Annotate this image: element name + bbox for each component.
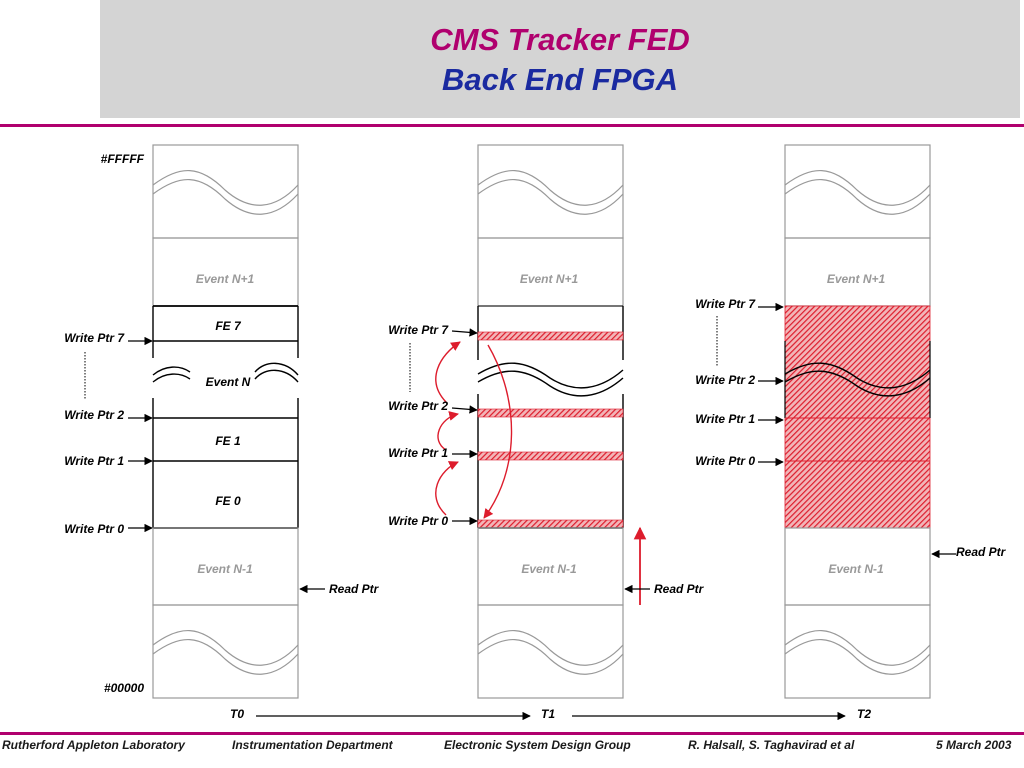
bottom-rule bbox=[0, 732, 1024, 735]
fe1-label: FE 1 bbox=[215, 434, 241, 448]
write-ptr-1-label: Write Ptr 1 bbox=[695, 412, 755, 426]
footer-group: Electronic System Design Group bbox=[444, 738, 631, 752]
timeline: T0 T1 T2 bbox=[230, 707, 871, 721]
write-ptr-7-label: Write Ptr 7 bbox=[64, 331, 125, 345]
panel-t1: Event N+1 Event N-1 Write Ptr 7 Write Pt… bbox=[388, 144, 705, 699]
time-label-t1: T1 bbox=[541, 707, 555, 721]
time-label-t2: T2 bbox=[857, 707, 871, 721]
write-ptr-1-label: Write Ptr 1 bbox=[64, 454, 124, 468]
event-filled-region bbox=[784, 305, 931, 529]
footer-lab: Rutherford Appleton Laboratory bbox=[2, 738, 185, 752]
fe7-label: FE 7 bbox=[215, 319, 242, 333]
memory-top-block bbox=[152, 144, 299, 239]
address-top-label: #FFFFF bbox=[101, 152, 145, 166]
panel-t0: Event N+1 FE 7 Event N FE 1 FE 0 Event N… bbox=[64, 144, 380, 699]
write-ptr-2-label: Write Ptr 2 bbox=[695, 373, 755, 387]
event-next-label: Event N+1 bbox=[520, 272, 579, 286]
event-current-label: Event N bbox=[206, 375, 251, 389]
event-prev-label: Event N-1 bbox=[197, 562, 253, 576]
fe7-slice bbox=[477, 331, 624, 341]
top-rule bbox=[0, 124, 1024, 127]
slide-subtitle: Back End FPGA bbox=[442, 62, 678, 97]
fe1-slice bbox=[477, 451, 624, 461]
footer-authors: R. Halsall, S. Taghavirad et al bbox=[688, 738, 855, 752]
slide-title: CMS Tracker FED bbox=[430, 22, 690, 57]
write-ptr-0-label: Write Ptr 0 bbox=[64, 522, 124, 536]
fe0-slice bbox=[477, 519, 624, 529]
read-ptr-label: Read Ptr bbox=[956, 545, 1007, 559]
panel-t2: Event N+1 Event N-1 Write Ptr 7 Write Pt… bbox=[695, 144, 1007, 699]
read-ptr-label: Read Ptr bbox=[654, 582, 705, 596]
write-ptr-2-label: Write Ptr 2 bbox=[64, 408, 124, 422]
write-ptr-7-label: Write Ptr 7 bbox=[695, 297, 756, 311]
break-wave bbox=[152, 170, 299, 206]
write-ptr-0-label: Write Ptr 0 bbox=[695, 454, 755, 468]
title-banner bbox=[100, 0, 1020, 118]
read-ptr-label: Read Ptr bbox=[329, 582, 380, 596]
footer-date: 5 March 2003 bbox=[936, 738, 1012, 752]
time-label-t0: T0 bbox=[230, 707, 244, 721]
write-ptr-0-label: Write Ptr 0 bbox=[388, 514, 448, 528]
fe0-label: FE 0 bbox=[215, 494, 241, 508]
address-bottom-label: #00000 bbox=[104, 681, 144, 695]
fe2-slice bbox=[477, 408, 624, 418]
footer-dept: Instrumentation Department bbox=[232, 738, 393, 752]
write-ptr-2-label: Write Ptr 2 bbox=[388, 399, 448, 413]
event-next-label: Event N+1 bbox=[196, 272, 255, 286]
memory-bottom-block bbox=[152, 604, 299, 699]
write-ptr-7-label: Write Ptr 7 bbox=[388, 323, 449, 337]
write-ptr-1-label: Write Ptr 1 bbox=[388, 446, 448, 460]
event-next-label: Event N+1 bbox=[827, 272, 886, 286]
event-prev-label: Event N-1 bbox=[828, 562, 884, 576]
event-prev-label: Event N-1 bbox=[521, 562, 577, 576]
